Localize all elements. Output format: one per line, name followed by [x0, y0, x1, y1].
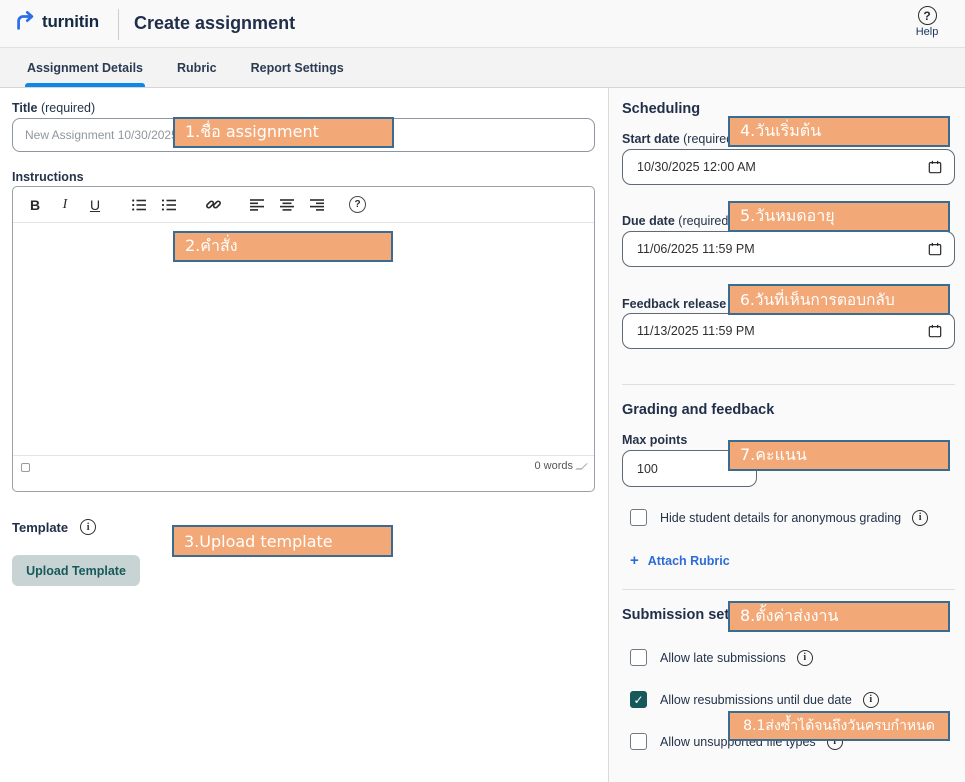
- annotation-box-6: 6.วันที่เห็นการตอบกลับ: [728, 284, 950, 315]
- app-header: turnitin Create assignment Help: [0, 0, 965, 48]
- section-divider: [622, 384, 955, 385]
- allow-resubmissions-info-icon[interactable]: [862, 691, 879, 708]
- annotation-box-8: 8.ตั้งค่าส่งงาน: [728, 601, 950, 632]
- start-date-label-text: Start date: [622, 132, 680, 146]
- resize-handle-icon[interactable]: [575, 462, 588, 470]
- editor-statusbar: 0 words: [13, 455, 594, 491]
- tab-assignment-details[interactable]: Assignment Details: [25, 48, 146, 87]
- start-date-input[interactable]: 10/30/2025 12:00 AM: [622, 149, 955, 185]
- hide-student-details-row: Hide student details for anonymous gradi…: [630, 509, 929, 526]
- underline-icon[interactable]: [83, 193, 107, 217]
- page-title: Create assignment: [134, 13, 296, 33]
- annotation-box-1: 1.ชื่อ assignment: [173, 117, 394, 148]
- grading-heading: Grading and feedback: [622, 402, 775, 418]
- word-count: 0 words: [534, 460, 588, 472]
- max-points-label: Max points: [622, 433, 688, 447]
- feedback-release-date-label: Feedback release date: [622, 297, 755, 311]
- annotation-box-7: 7.คะแนน: [728, 440, 950, 471]
- allow-late-submissions-checkbox[interactable]: [630, 649, 647, 666]
- align-left-icon[interactable]: [245, 193, 269, 217]
- title-required-text: (required): [40, 101, 96, 115]
- turnitin-logo-icon: [17, 11, 34, 30]
- title-label: Title (required): [12, 101, 95, 115]
- title-label-text: Title: [12, 101, 38, 115]
- upload-template-button[interactable]: Upload Template: [12, 555, 140, 586]
- editor-logo-icon: [21, 463, 30, 472]
- word-count-text: 0 words: [534, 460, 573, 472]
- allow-late-submissions-label: Allow late submissions: [660, 650, 786, 665]
- align-right-icon[interactable]: [305, 193, 329, 217]
- start-date-required-text: (required): [683, 132, 738, 146]
- calendar-icon[interactable]: [928, 242, 942, 256]
- calendar-icon[interactable]: [928, 324, 942, 338]
- tab-bar: Assignment Details Rubric Report Setting…: [0, 48, 965, 88]
- bold-icon[interactable]: [23, 193, 47, 217]
- due-date-label: Due date (required): [622, 214, 732, 228]
- due-date-required-text: (required): [678, 214, 733, 228]
- hide-student-details-info-icon[interactable]: [912, 509, 929, 526]
- allow-resubmissions-row: Allow resubmissions until due date: [630, 691, 879, 708]
- tab-rubric[interactable]: Rubric: [177, 60, 217, 75]
- header-divider: [118, 9, 119, 40]
- help-label: Help: [915, 26, 939, 38]
- template-label: Template: [12, 519, 69, 535]
- feedback-release-date-input[interactable]: 11/13/2025 11:59 PM: [622, 313, 955, 349]
- feedback-release-date-label-text: Feedback release date: [622, 297, 756, 311]
- annotation-box-4: 4.วันเริ่มต้น: [728, 116, 950, 147]
- hide-student-details-checkbox[interactable]: [630, 509, 647, 526]
- annotation-box-5: 5.วันหมดอายุ: [728, 201, 950, 232]
- calendar-icon[interactable]: [928, 160, 942, 174]
- tab-report-settings[interactable]: Report Settings: [250, 60, 344, 75]
- start-date-label: Start date (required): [622, 132, 737, 146]
- numbered-list-icon[interactable]: [157, 193, 181, 217]
- align-center-icon[interactable]: [275, 193, 299, 217]
- bullet-list-icon[interactable]: [127, 193, 151, 217]
- instructions-label: Instructions: [12, 170, 84, 184]
- due-date-value: 11/06/2025 11:59 PM: [637, 242, 755, 256]
- brand-name: turnitin: [42, 12, 99, 31]
- plus-icon: [630, 552, 639, 569]
- editor-help-icon[interactable]: [349, 196, 366, 213]
- allow-resubmissions-label: Allow resubmissions until due date: [660, 692, 852, 707]
- italic-icon[interactable]: [53, 193, 77, 217]
- turnitin-logo: turnitin: [14, 11, 99, 33]
- annotation-box-8-1: 8.1ส่งซ้ำได้จนถึงวันครบกำหนด: [728, 711, 950, 741]
- scheduling-heading: Scheduling: [622, 101, 701, 117]
- attach-rubric-link[interactable]: Attach Rubric: [630, 552, 730, 569]
- allow-unsupported-file-types-checkbox[interactable]: [630, 733, 647, 750]
- due-date-input[interactable]: 11/06/2025 11:59 PM: [622, 231, 955, 267]
- help-icon: [917, 6, 937, 25]
- editor-toolbar: [13, 187, 594, 223]
- attach-rubric-label: Attach Rubric: [647, 553, 730, 568]
- annotation-box-2: 2.คำสั่ง: [173, 231, 393, 262]
- allow-late-submissions-info-icon[interactable]: [796, 649, 813, 666]
- link-icon[interactable]: [201, 193, 225, 217]
- template-info-icon[interactable]: [80, 519, 97, 535]
- allow-late-submissions-row: Allow late submissions: [630, 649, 813, 666]
- column-divider: [608, 88, 609, 782]
- feedback-release-date-value: 11/13/2025 11:59 PM: [637, 324, 755, 338]
- allow-resubmissions-checkbox[interactable]: [630, 691, 647, 708]
- annotation-box-3: 3.Upload template: [172, 525, 393, 557]
- due-date-label-text: Due date: [622, 214, 675, 228]
- help-button[interactable]: Help: [907, 6, 947, 38]
- hide-student-details-label: Hide student details for anonymous gradi…: [660, 510, 902, 525]
- section-divider: [622, 589, 955, 590]
- start-date-value: 10/30/2025 12:00 AM: [637, 160, 756, 174]
